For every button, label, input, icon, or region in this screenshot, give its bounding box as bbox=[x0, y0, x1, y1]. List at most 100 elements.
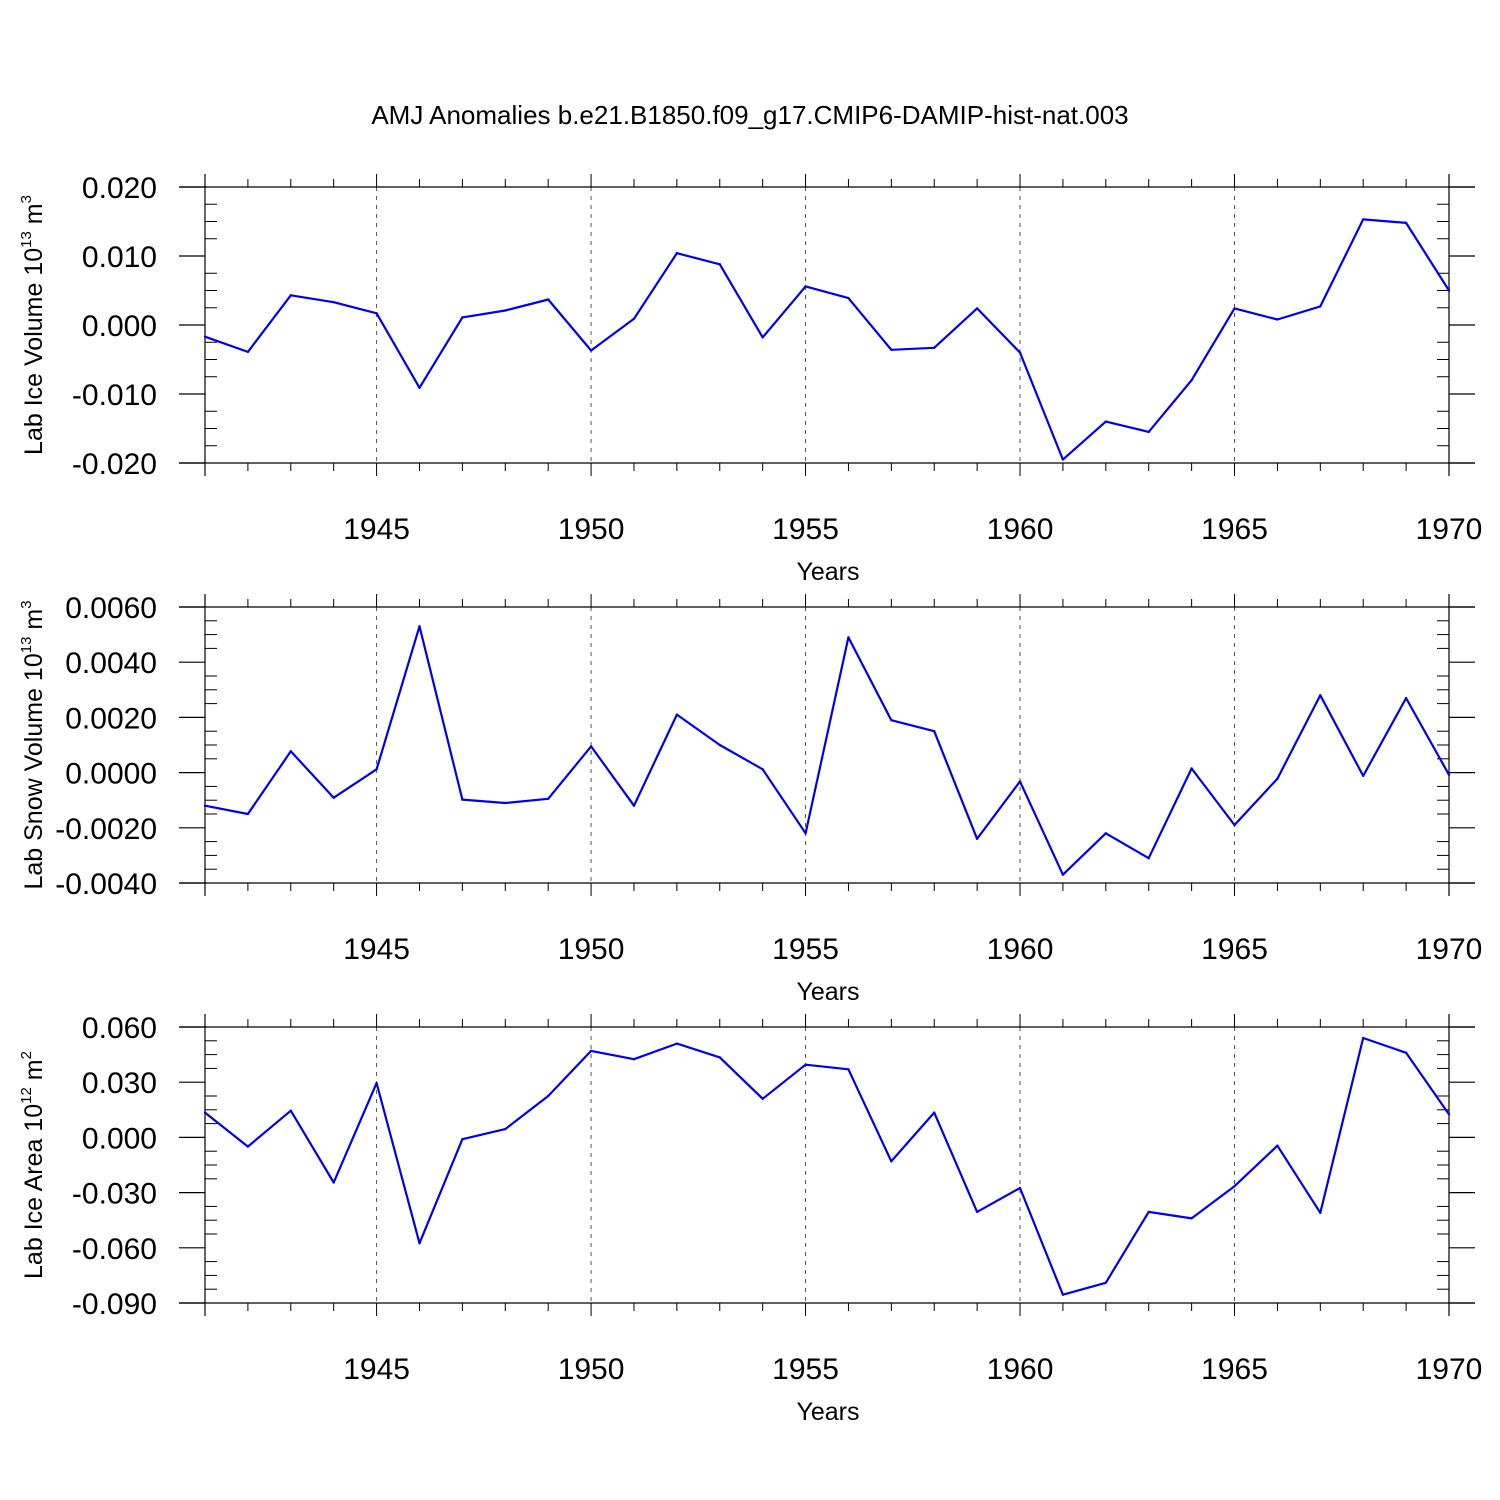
x-tick-label: 1960 bbox=[987, 933, 1054, 966]
snow-volume-point-1969 bbox=[1404, 696, 1408, 700]
y-tick-label: -0.010 bbox=[72, 379, 157, 412]
snow-volume-point-1950 bbox=[589, 745, 593, 748]
ice-volume-point-1960 bbox=[1018, 351, 1022, 354]
ice-area-point-1957 bbox=[890, 1160, 893, 1163]
ice-volume-point-1941 bbox=[203, 335, 207, 338]
snow-volume-point-1943 bbox=[289, 750, 292, 753]
ice-area-point-1965 bbox=[1233, 1184, 1236, 1188]
snow-volume-point-1959 bbox=[975, 837, 979, 841]
ice-area-point-1960 bbox=[1018, 1186, 1022, 1190]
ice-volume-point-1952 bbox=[675, 252, 679, 255]
x-tick-label: 1955 bbox=[772, 1353, 839, 1386]
snow-volume-point-1965 bbox=[1233, 823, 1236, 827]
ice-area-point-1941 bbox=[203, 1111, 207, 1114]
ice-area-panel: -0.090 -0.060 -0.030 0.000 0.030 0.060 1945 195… bbox=[18, 1012, 1482, 1426]
snow-volume-point-1945 bbox=[375, 768, 378, 771]
ice-area-point-1955 bbox=[804, 1063, 807, 1066]
ice-volume-point-1964 bbox=[1190, 379, 1193, 382]
ice-area-point-1949 bbox=[546, 1094, 550, 1098]
ice-volume-point-1962 bbox=[1104, 420, 1108, 423]
y-axis-label: Lab Ice Area 1012 m2 bbox=[18, 1051, 48, 1279]
x-tick-label: 1950 bbox=[558, 933, 625, 966]
snow-volume-point-1947 bbox=[461, 798, 464, 801]
ice-volume-point-1949 bbox=[546, 298, 550, 301]
ice-area-point-1950 bbox=[589, 1049, 593, 1053]
ice-area-point-1962 bbox=[1104, 1281, 1108, 1284]
ice-area-point-1967 bbox=[1319, 1211, 1322, 1215]
y-tick-label: -0.030 bbox=[72, 1178, 157, 1211]
ice-volume-point-1967 bbox=[1319, 305, 1322, 308]
x-tick-label: 1970 bbox=[1416, 513, 1483, 546]
ice-volume-point-1970 bbox=[1447, 289, 1451, 292]
snow-volume-point-1961 bbox=[1061, 873, 1065, 876]
snow-volume-point-1942 bbox=[246, 812, 250, 816]
ice-volume-point-1966 bbox=[1276, 318, 1279, 321]
ice-area-point-1959 bbox=[975, 1210, 979, 1214]
ice-volume-point-1942 bbox=[246, 350, 250, 354]
snow-volume-point-1962 bbox=[1104, 832, 1108, 835]
snow-volume-point-1952 bbox=[675, 713, 679, 716]
snow-volume-point-1944 bbox=[332, 796, 335, 799]
x-tick-label: 1945 bbox=[343, 1353, 410, 1386]
ice-volume-point-1969 bbox=[1404, 221, 1408, 225]
snow-volume-point-1968 bbox=[1362, 774, 1365, 778]
ice-volume-point-1950 bbox=[589, 349, 593, 352]
ice-area-point-1948 bbox=[504, 1127, 507, 1131]
y-tick-label: 0.060 bbox=[82, 1012, 157, 1045]
snow-volume-point-1970 bbox=[1447, 773, 1451, 777]
snow-volume-point-1941 bbox=[203, 804, 207, 807]
ice-volume-point-1957 bbox=[890, 348, 893, 352]
snow-volume-point-1956 bbox=[847, 636, 850, 639]
ice-volume-point-1944 bbox=[332, 301, 335, 304]
ice-area-point-1970 bbox=[1447, 1113, 1451, 1116]
y-tick-label: 0.0060 bbox=[65, 592, 157, 625]
y-tick-label: 0.0000 bbox=[65, 758, 157, 791]
ice-area-point-1944 bbox=[332, 1181, 335, 1184]
snow-volume-point-1946 bbox=[418, 625, 421, 628]
snow-volume-point-1948 bbox=[504, 801, 507, 805]
x-tick-label: 1965 bbox=[1201, 933, 1268, 966]
ice-area-point-1954 bbox=[761, 1097, 764, 1100]
snow-volume-point-1953 bbox=[718, 743, 721, 747]
x-tick-label: 1970 bbox=[1416, 933, 1483, 966]
snow-volume-point-1963 bbox=[1147, 856, 1150, 860]
snow-volume-point-1957 bbox=[890, 718, 893, 722]
ice-area-point-1943 bbox=[289, 1109, 292, 1112]
snow-volume-point-1955 bbox=[804, 832, 807, 835]
ice-volume-point-1955 bbox=[804, 285, 807, 288]
ice-area-point-1951 bbox=[632, 1058, 636, 1061]
ice-volume-series-line bbox=[204, 218, 1450, 461]
ice-volume-point-1965 bbox=[1233, 307, 1236, 310]
snow-volume-point-1954 bbox=[761, 768, 764, 771]
y-axis-label: Lab Snow Volume 1013 m3 bbox=[18, 600, 48, 889]
snow-volume-point-1958 bbox=[933, 730, 936, 733]
x-tick-label: 1945 bbox=[343, 933, 410, 966]
ice-area-series-line bbox=[204, 1036, 1450, 1296]
snow-volume-point-1960 bbox=[1018, 780, 1022, 783]
ice-volume-point-1958 bbox=[933, 346, 936, 349]
ice-volume-point-1961 bbox=[1061, 458, 1065, 461]
x-tick-label: 1950 bbox=[558, 513, 625, 546]
y-tick-label: 0.000 bbox=[82, 310, 157, 343]
ice-volume-point-1963 bbox=[1147, 430, 1150, 434]
x-tick-label: 1955 bbox=[772, 513, 839, 546]
y-tick-label: 0.000 bbox=[82, 1122, 157, 1155]
ice-volume-point-1954 bbox=[761, 336, 764, 339]
ice-volume-point-1945 bbox=[375, 312, 378, 315]
snow-volume-panel: -0.0040 -0.0020 0.0000 0.0020 0.0040 0.0060 19… bbox=[18, 592, 1482, 1006]
ice-area-point-1963 bbox=[1147, 1210, 1150, 1214]
ice-area-point-1953 bbox=[718, 1056, 721, 1059]
ice-volume-point-1951 bbox=[632, 317, 636, 320]
ice-area-point-1958 bbox=[933, 1111, 936, 1114]
x-tick-label: 1950 bbox=[558, 1353, 625, 1386]
x-axis-label: Years bbox=[796, 978, 859, 1006]
ice-area-point-1952 bbox=[675, 1042, 679, 1045]
y-tick-label: -0.0020 bbox=[55, 813, 157, 846]
y-tick-label: 0.030 bbox=[82, 1067, 157, 1100]
figure-title: AMJ Anomalies b.e21.B1850.f09_g17.CMIP6-… bbox=[371, 100, 1128, 130]
ice-area-point-1969 bbox=[1404, 1051, 1408, 1054]
ice-area-point-1956 bbox=[847, 1068, 850, 1071]
ice-area-point-1961 bbox=[1061, 1293, 1065, 1296]
x-tick-label: 1945 bbox=[343, 513, 410, 546]
x-tick-label: 1960 bbox=[987, 513, 1054, 546]
